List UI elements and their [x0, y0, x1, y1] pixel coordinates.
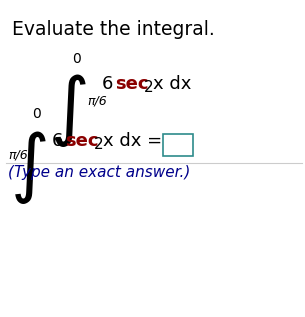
Text: (Type an exact answer.): (Type an exact answer.) — [8, 165, 190, 180]
Text: Evaluate the integral.: Evaluate the integral. — [12, 20, 215, 39]
Text: 2: 2 — [94, 137, 104, 152]
Text: x dx: x dx — [153, 75, 191, 93]
Text: π/6: π/6 — [8, 149, 28, 162]
Text: $\int$: $\int$ — [10, 129, 46, 206]
Text: sec: sec — [115, 75, 149, 93]
Text: 2: 2 — [144, 80, 154, 95]
Text: π/6: π/6 — [87, 95, 107, 108]
Text: $\int$: $\int$ — [50, 72, 86, 149]
Text: 6: 6 — [52, 132, 69, 150]
Text: 6: 6 — [102, 75, 119, 93]
Bar — [163, 134, 193, 156]
Text: x dx =: x dx = — [103, 132, 162, 150]
Text: 0: 0 — [32, 107, 41, 121]
Text: 0: 0 — [72, 52, 81, 66]
Text: sec: sec — [65, 132, 99, 150]
